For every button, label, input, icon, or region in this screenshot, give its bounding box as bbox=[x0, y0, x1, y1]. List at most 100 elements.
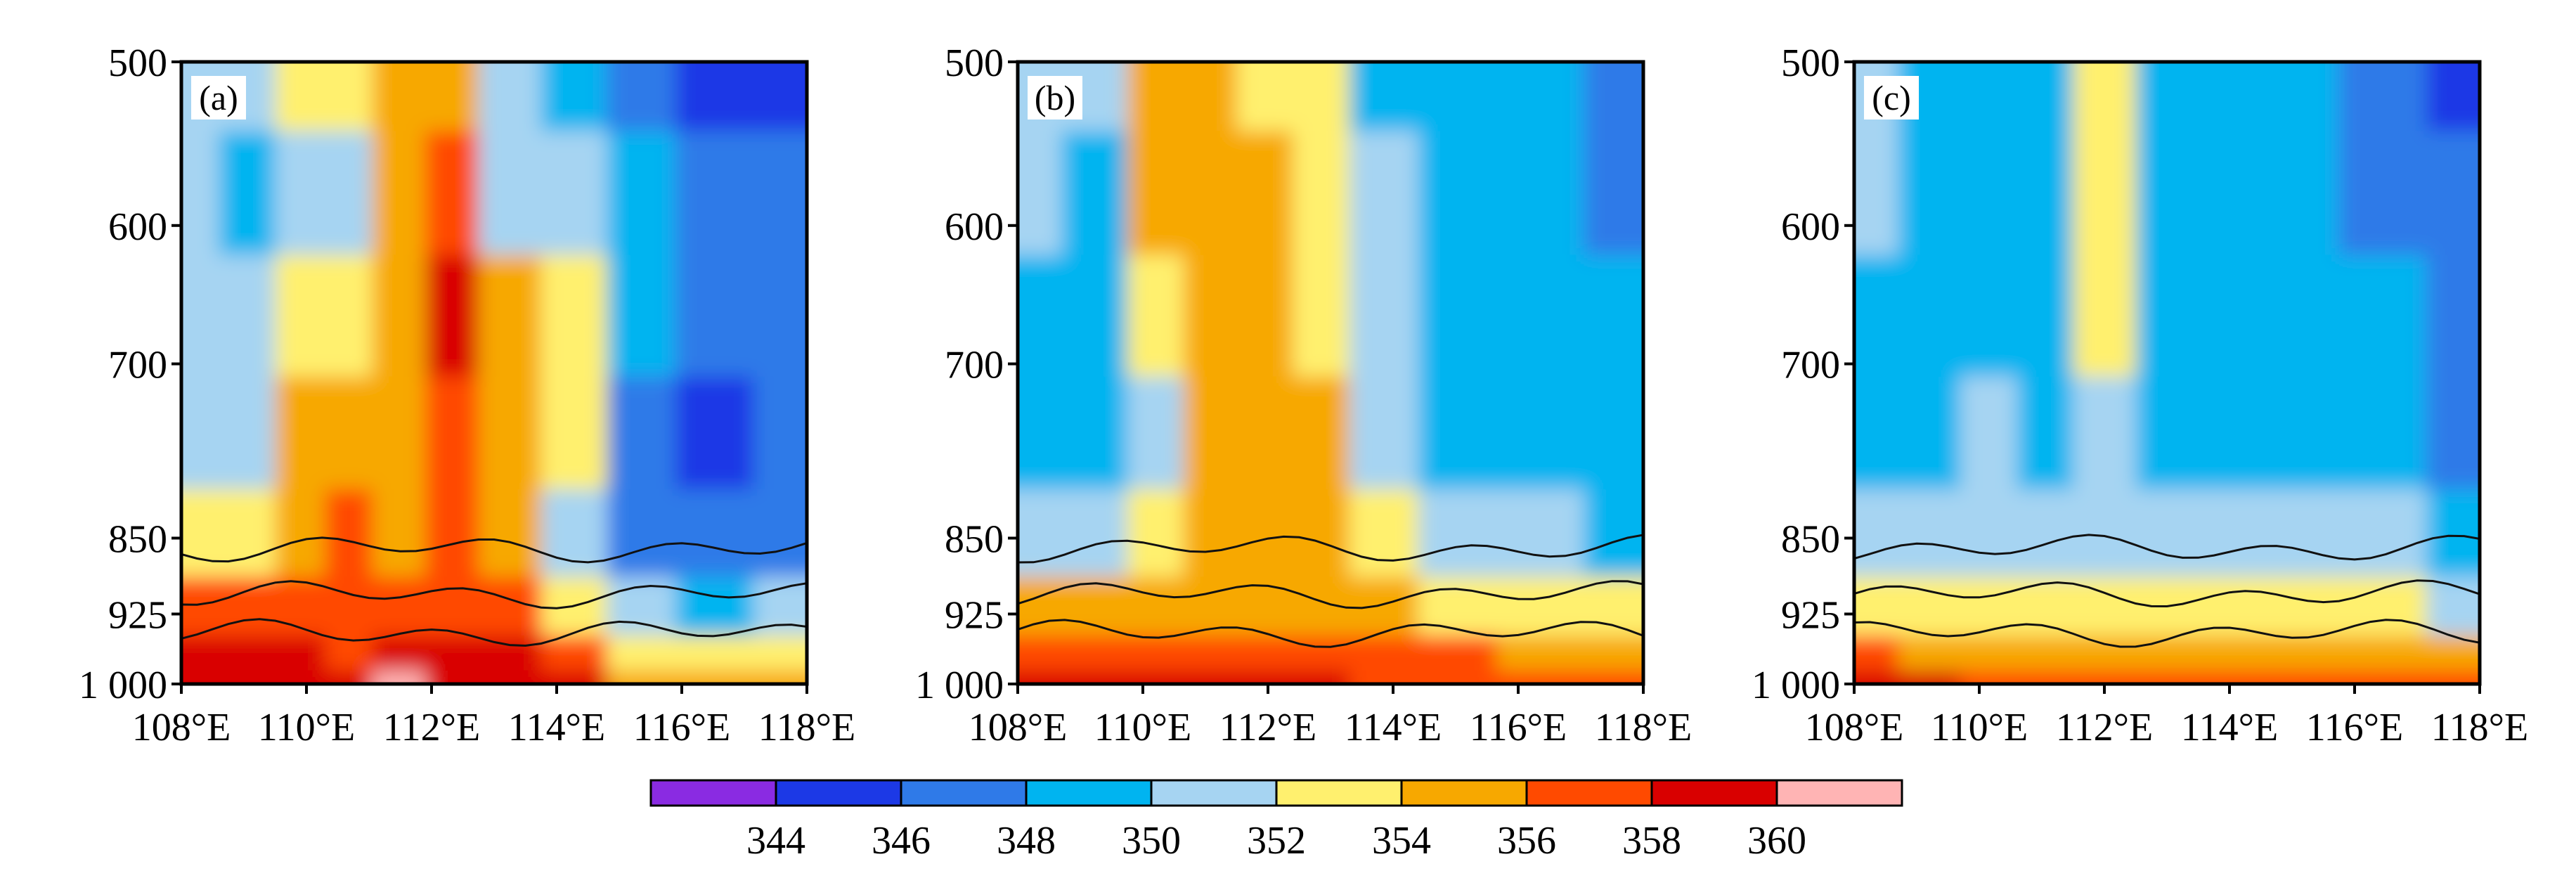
field-cell bbox=[425, 670, 479, 684]
field-cell bbox=[478, 576, 542, 637]
contour-lines bbox=[181, 536, 807, 647]
field-cell bbox=[1496, 635, 1585, 671]
field-cell bbox=[1061, 670, 1128, 684]
field-cell bbox=[325, 131, 373, 256]
field-cell bbox=[275, 131, 326, 256]
field-cell bbox=[2426, 576, 2480, 637]
field-cell bbox=[372, 489, 427, 578]
field-cell bbox=[1349, 254, 1419, 377]
field-cell bbox=[1183, 635, 1238, 671]
field-cell bbox=[607, 62, 677, 132]
field-cell bbox=[2198, 670, 2262, 684]
field-cell bbox=[275, 254, 326, 377]
field-cell bbox=[2198, 576, 2262, 637]
field-cell bbox=[1061, 376, 1128, 491]
colorbar-swatch bbox=[775, 779, 902, 807]
field-cell bbox=[2017, 376, 2074, 491]
field-cell bbox=[1418, 62, 1497, 132]
field-cell bbox=[1496, 254, 1585, 377]
contour-line bbox=[1018, 619, 1643, 648]
y-tick-label: 700 bbox=[108, 344, 167, 387]
field-cell bbox=[1960, 376, 2018, 491]
field-cell bbox=[2073, 62, 2137, 132]
field-cell bbox=[1061, 131, 1128, 256]
colorbar: 344 346 348 350 352 354 356 358 360 bbox=[649, 779, 1903, 863]
contour-lines bbox=[1854, 534, 2480, 648]
field-cell bbox=[2260, 131, 2340, 256]
field-cell bbox=[2426, 670, 2480, 684]
field-cell bbox=[1898, 131, 1962, 256]
field-cell bbox=[1584, 489, 1643, 578]
x-tick-label: 110°E bbox=[258, 706, 356, 749]
field-cell bbox=[1960, 489, 2018, 578]
colorbar-tick-label: 344 bbox=[746, 819, 805, 863]
field-cell bbox=[2073, 670, 2137, 684]
field-cell bbox=[2198, 254, 2262, 377]
field-cell bbox=[1127, 635, 1184, 671]
panel-label: (a) bbox=[199, 78, 238, 117]
colorbar-swatch bbox=[649, 779, 777, 807]
field-cell bbox=[1418, 254, 1497, 377]
field-cell bbox=[1584, 62, 1643, 132]
field-cell bbox=[2198, 635, 2262, 671]
field-cell bbox=[2135, 635, 2199, 671]
field-cell bbox=[1183, 489, 1238, 578]
x-tick-label: 118°E bbox=[2431, 706, 2529, 749]
field-cell bbox=[1854, 376, 1899, 491]
colorbar-tick-label: 346 bbox=[872, 819, 931, 863]
field-cell bbox=[1349, 62, 1419, 132]
field-cell bbox=[2135, 254, 2199, 377]
field-cell bbox=[2198, 62, 2262, 132]
panel-label-bg bbox=[1028, 76, 1082, 120]
y-tick-label: 925 bbox=[108, 593, 167, 637]
field-cell bbox=[1960, 576, 2018, 637]
field-cell bbox=[541, 254, 608, 377]
field-cell bbox=[181, 576, 220, 637]
field-cell bbox=[675, 131, 755, 256]
y-tick-label: 600 bbox=[945, 205, 1004, 249]
field-cell bbox=[219, 131, 276, 256]
field-cell bbox=[2017, 131, 2074, 256]
field-cell bbox=[675, 576, 755, 637]
field-cell bbox=[1898, 489, 1962, 578]
colorbar-swatch bbox=[900, 779, 1028, 807]
colorbar-tick-label: 354 bbox=[1372, 819, 1431, 863]
contour-line bbox=[1018, 580, 1643, 609]
field-cell bbox=[753, 635, 807, 671]
field-cell bbox=[2338, 254, 2428, 377]
field-cell bbox=[1898, 635, 1962, 671]
field-cell bbox=[1061, 254, 1128, 377]
field-cell bbox=[2017, 670, 2074, 684]
colorbar-tick-label: 348 bbox=[997, 819, 1056, 863]
x-tick-label: 110°E bbox=[1931, 706, 2028, 749]
y-tick-label: 700 bbox=[945, 344, 1004, 387]
field-cell bbox=[1183, 62, 1238, 132]
field-cell bbox=[1183, 376, 1238, 491]
field-cell bbox=[2338, 376, 2428, 491]
field-cell bbox=[325, 635, 373, 671]
x-tick-label: 108°E bbox=[132, 706, 231, 749]
field-cell bbox=[1293, 254, 1350, 377]
field-cell bbox=[425, 131, 479, 256]
field-cell bbox=[1127, 131, 1184, 256]
colorbar-swatch bbox=[1150, 779, 1278, 807]
field-cell bbox=[1293, 62, 1350, 132]
field-cell bbox=[1584, 131, 1643, 256]
field-cell bbox=[372, 62, 427, 132]
field-cell bbox=[478, 670, 542, 684]
field-cell bbox=[1018, 254, 1063, 377]
field-cell bbox=[675, 670, 755, 684]
x-tick-label: 110°E bbox=[1094, 706, 1192, 749]
field-cell bbox=[219, 376, 276, 491]
contour-line bbox=[181, 580, 807, 609]
field-cell bbox=[1349, 489, 1419, 578]
y-tick-label: 925 bbox=[1781, 593, 1840, 637]
field-cell bbox=[1960, 635, 2018, 671]
field-cell bbox=[1127, 376, 1184, 491]
field-cell bbox=[2260, 376, 2340, 491]
y-tick-label: 1 000 bbox=[915, 664, 1004, 707]
field-cell bbox=[753, 670, 807, 684]
colorbar-swatch bbox=[1400, 779, 1528, 807]
